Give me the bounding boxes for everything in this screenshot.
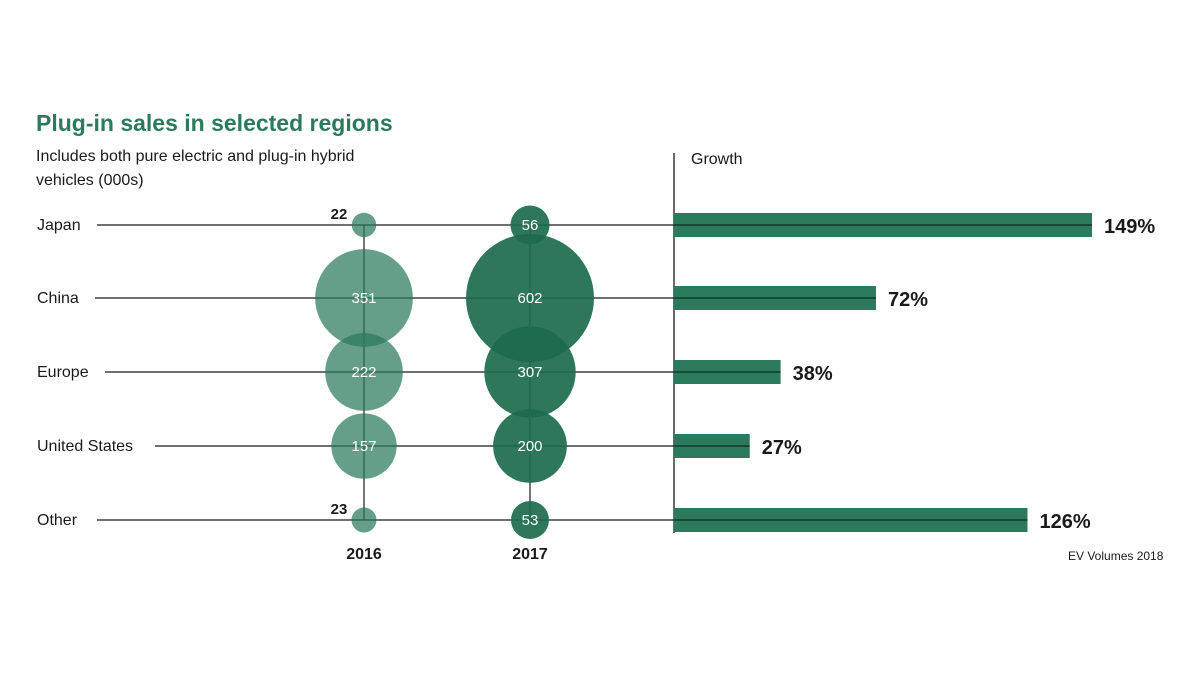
bubble-2016-china — [315, 249, 413, 347]
bubble-2016-other — [351, 507, 377, 533]
bubble-2017-china — [466, 234, 594, 362]
growth-axis-label: Growth — [691, 151, 743, 168]
region-label-china: China — [37, 290, 79, 307]
growth-value-china: 72% — [888, 289, 928, 311]
value-2016-other: 23 — [331, 501, 348, 518]
growth-value-japan: 149% — [1104, 216, 1155, 238]
bubble-2017-united-states — [493, 409, 567, 483]
bubble-2016-japan — [351, 212, 377, 238]
value-2016-europe: 222 — [351, 364, 376, 381]
chart-title: Plug-in sales in selected regions — [36, 110, 393, 136]
value-2016-united-states: 157 — [351, 438, 376, 455]
bubble-2016-europe — [325, 333, 403, 411]
value-2017-china: 602 — [517, 290, 542, 307]
value-2017-japan: 56 — [522, 217, 539, 234]
value-2017-other: 53 — [522, 512, 539, 529]
value-2017-united-states: 200 — [517, 438, 542, 455]
value-2016-china: 351 — [351, 290, 376, 307]
year-label-2017: 2017 — [512, 546, 548, 563]
source-note: EV Volumes 2018 — [1068, 549, 1164, 563]
region-label-other: Other — [37, 512, 78, 529]
year-label-2016: 2016 — [346, 546, 382, 563]
region-label-japan: Japan — [37, 217, 81, 234]
value-2016-japan: 22 — [331, 206, 348, 223]
region-label-united-states: United States — [37, 438, 133, 455]
value-2017-europe: 307 — [517, 364, 542, 381]
growth-value-europe: 38% — [793, 363, 833, 385]
growth-value-other: 126% — [1039, 511, 1090, 533]
chart-subtitle: Includes both pure electric and plug-in … — [36, 148, 355, 189]
bubble-2016-united-states — [331, 413, 397, 479]
bubble-2017-other — [511, 501, 549, 539]
bubble-2017-europe — [484, 326, 576, 418]
region-label-europe: Europe — [37, 364, 89, 381]
growth-value-united-states: 27% — [762, 437, 802, 459]
